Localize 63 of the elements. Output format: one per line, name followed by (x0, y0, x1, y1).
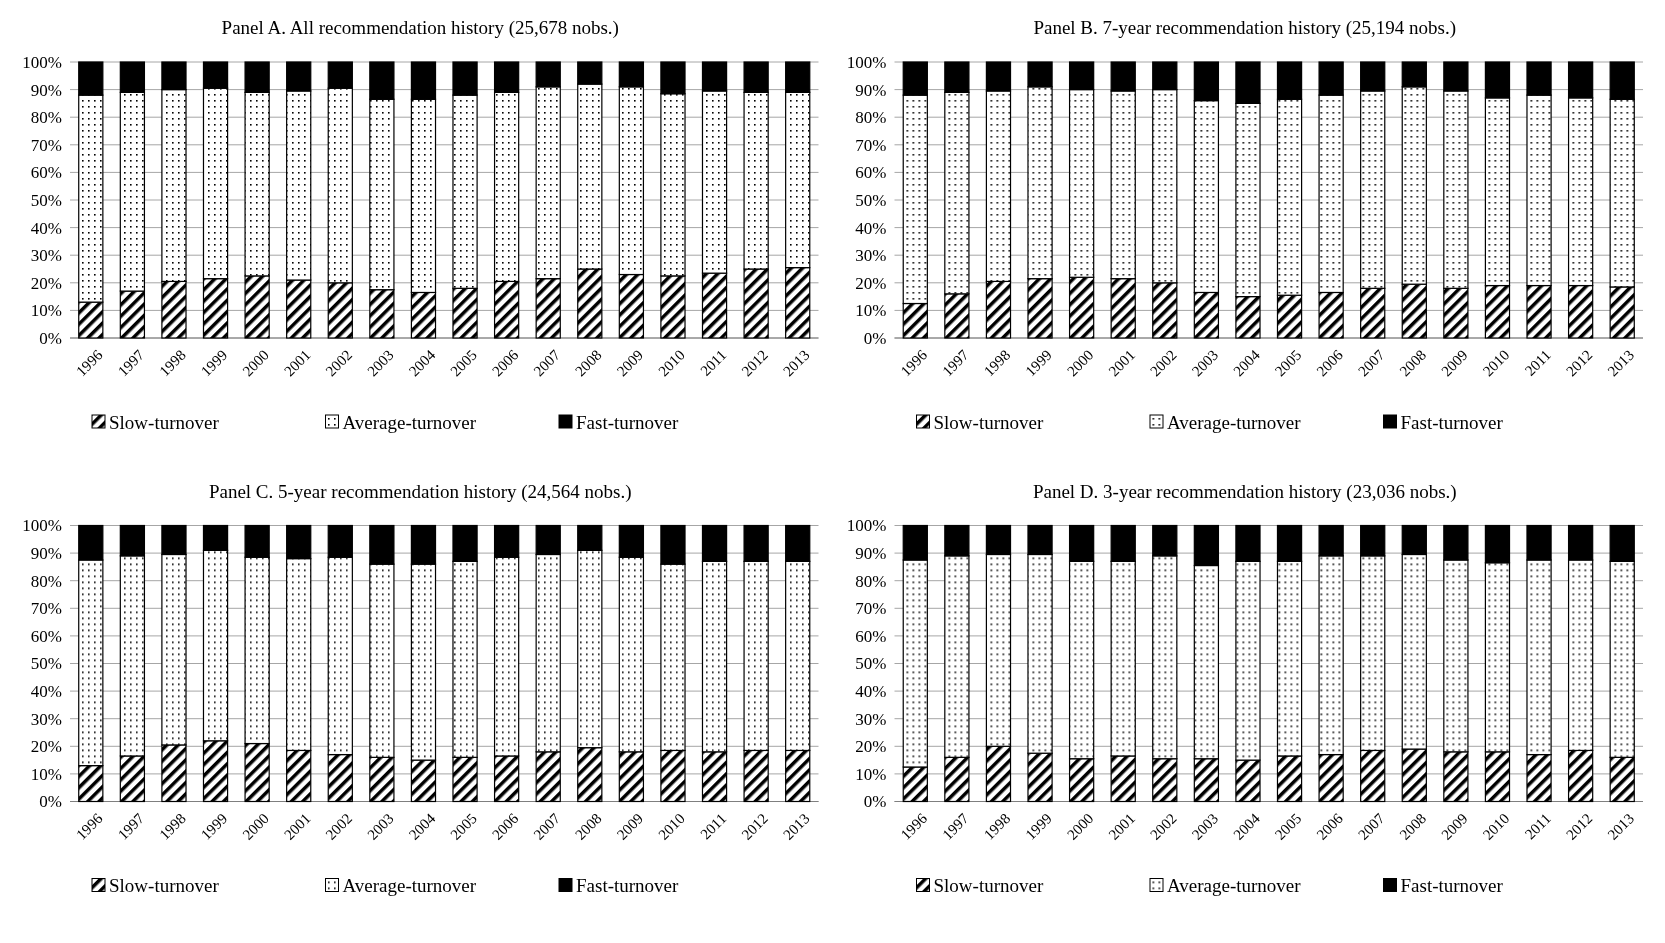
y-tick-label: 0% (863, 792, 887, 812)
chart-title: Panel D. 3-year recommendation history (23,036 nobs.) (1032, 480, 1457, 503)
y-tick-label: 0% (39, 328, 62, 348)
legend-label: Slow-turnover (109, 875, 220, 897)
legend-label: Slow-turnover (109, 411, 220, 433)
legend-label: Slow-turnover (933, 875, 1044, 897)
y-tick-label: 10% (855, 764, 887, 784)
y-tick-label: 50% (855, 654, 887, 674)
legend-label: Fast-turnover (1400, 875, 1504, 897)
legend-label: Slow-turnover (933, 411, 1044, 433)
y-tick-label: 20% (30, 273, 62, 293)
y-tick-label: 40% (30, 682, 62, 702)
y-tick-label: 70% (855, 135, 887, 155)
y-tick-label: 80% (30, 108, 62, 128)
y-tick-label: 100% (22, 516, 62, 536)
y-tick-label: 30% (30, 709, 62, 729)
y-tick-label: 40% (30, 218, 62, 238)
chart-title: Panel C. 5-year recommendation history (24,564 nobs.) (208, 480, 632, 503)
x-tick-label: 2011 (697, 346, 730, 379)
y-tick-label: 100% (846, 516, 887, 536)
y-tick-label: 20% (855, 737, 887, 757)
y-tick-label: 40% (855, 218, 887, 238)
x-tick-label: 2001 (1105, 810, 1139, 843)
y-tick-label: 70% (30, 135, 62, 155)
y-tick-label: 40% (855, 682, 887, 702)
y-tick-label: 100% (846, 52, 887, 72)
legend-label: Average-turnover (1167, 875, 1302, 897)
chart-title: Panel B. 7-year recommendation history (25,194 nobs.) (1033, 17, 1457, 39)
y-tick-label: 60% (855, 163, 887, 183)
y-tick-label: 50% (30, 190, 62, 210)
legend-label: Fast-turnover (1400, 411, 1504, 433)
y-tick-label: 30% (855, 709, 887, 729)
x-tick-label: 2011 (1521, 346, 1554, 379)
y-tick-label: 10% (30, 764, 62, 784)
legend-label: Fast-turnover (576, 411, 680, 433)
y-tick-label: 50% (855, 190, 887, 210)
legend-label: Average-turnover (342, 411, 477, 433)
y-tick-label: 70% (855, 599, 887, 619)
legend-label: Fast-turnover (576, 875, 680, 897)
y-tick-label: 0% (863, 328, 887, 348)
y-tick-label: 30% (855, 246, 887, 266)
y-tick-label: 70% (30, 599, 62, 619)
y-tick-label: 60% (855, 626, 887, 646)
y-tick-label: 80% (855, 108, 887, 128)
y-tick-label: 60% (30, 626, 62, 646)
legend-label: Average-turnover (342, 875, 477, 897)
legend-label: Average-turnover (1167, 411, 1302, 433)
y-tick-label: 0% (39, 792, 62, 812)
y-tick-label: 30% (30, 246, 62, 266)
y-tick-label: 90% (30, 80, 62, 100)
y-tick-label: 90% (30, 544, 62, 564)
y-tick-label: 100% (22, 52, 62, 72)
y-tick-label: 60% (30, 163, 62, 183)
y-tick-label: 90% (855, 544, 887, 564)
y-tick-label: 20% (30, 737, 62, 757)
y-tick-label: 10% (30, 301, 62, 321)
y-tick-label: 50% (30, 654, 62, 674)
y-tick-label: 80% (855, 571, 887, 591)
y-tick-label: 10% (855, 301, 887, 321)
y-tick-label: 20% (855, 273, 887, 293)
y-tick-label: 90% (855, 80, 887, 100)
chart-title: Panel A. All recommendation history (25,678 nobs.) (221, 17, 619, 39)
y-tick-label: 80% (30, 571, 62, 591)
